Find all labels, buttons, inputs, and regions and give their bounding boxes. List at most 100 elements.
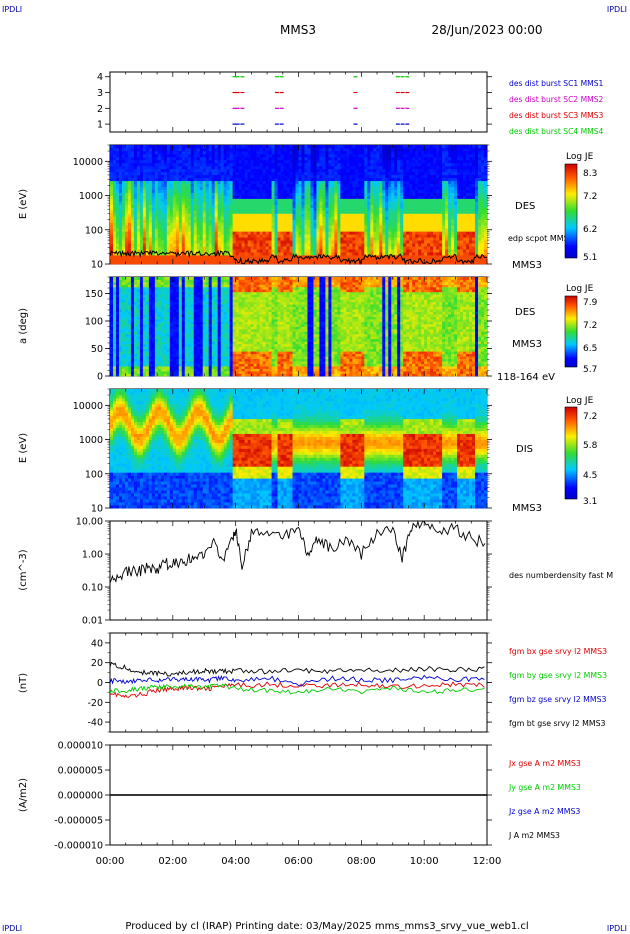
spectrogram-cell xyxy=(178,159,183,164)
spectrogram-cell xyxy=(289,246,293,250)
spectrogram-cell xyxy=(304,168,308,173)
spectrogram-cell xyxy=(118,234,123,238)
spectrogram-cell xyxy=(148,222,153,226)
spectrogram-cell xyxy=(115,150,120,155)
spectrogram-cell xyxy=(349,255,353,259)
spectrogram-cell xyxy=(442,153,446,158)
spectrogram-cell xyxy=(124,177,129,182)
spectrogram-cell xyxy=(355,177,359,182)
spectrogram-cell xyxy=(370,165,374,170)
spectrogram-cell xyxy=(208,222,213,226)
spectrogram-cell xyxy=(361,180,365,185)
spectrogram-cell xyxy=(445,168,449,173)
spectrogram-cell xyxy=(292,159,296,164)
spectrogram-cell xyxy=(148,174,153,179)
spectrogram-cell xyxy=(130,216,135,220)
spectrogram-cell xyxy=(421,198,425,202)
spectrogram-cell xyxy=(301,150,305,155)
spectrogram-cell xyxy=(412,186,416,190)
spectrogram-cell xyxy=(244,255,248,259)
spectrogram-cell xyxy=(283,246,287,250)
spectrogram-cell xyxy=(205,171,210,176)
spectrogram-cell xyxy=(190,237,195,241)
spectrogram-cell xyxy=(466,156,470,161)
spectrogram-cell xyxy=(184,246,189,250)
spectrogram-cell xyxy=(259,216,263,220)
spectrogram-cell xyxy=(160,171,165,176)
spectrogram-cell xyxy=(253,222,257,226)
spectrogram-cell xyxy=(178,186,183,190)
spectrogram-cell xyxy=(274,186,278,190)
spectrogram-cell xyxy=(310,168,314,173)
spectrogram-cell xyxy=(436,243,440,247)
spectrogram-cell xyxy=(382,207,386,211)
spectrogram-cell xyxy=(247,165,251,170)
spectrogram-cell xyxy=(343,252,347,256)
spectrogram-cell xyxy=(139,177,144,182)
spectrogram-cell xyxy=(349,231,353,235)
spectrogram-cell xyxy=(427,240,431,244)
spectrogram-cell xyxy=(238,252,242,256)
spectrogram-cell xyxy=(382,156,386,161)
spectrogram-cell xyxy=(184,243,189,247)
spectrogram-cell xyxy=(472,255,476,259)
spectrogram-cell xyxy=(298,219,302,223)
spectrogram-cell xyxy=(229,219,234,223)
spectrogram-cell xyxy=(316,234,320,238)
spectrogram-cell xyxy=(403,192,407,196)
spectrogram-cell xyxy=(466,177,470,182)
spectrogram-cell xyxy=(397,186,401,190)
spectrogram-cell xyxy=(439,213,443,217)
spectrogram-cell xyxy=(163,162,168,167)
spectrogram-cell xyxy=(358,168,362,173)
spectrogram-cell xyxy=(124,231,129,235)
spectrogram-cell xyxy=(403,195,407,199)
spectrogram-cell xyxy=(301,147,305,152)
spectrogram-cell xyxy=(379,171,383,176)
spectrogram-cell xyxy=(241,150,245,155)
spectrogram-cell xyxy=(406,240,410,244)
spectrogram-cell xyxy=(163,213,168,217)
spectrogram-cell xyxy=(214,183,219,188)
spectrogram-cell xyxy=(115,213,120,217)
spectrogram-cell xyxy=(292,228,296,232)
spectrogram-cell xyxy=(289,198,293,202)
spectrogram-cell xyxy=(139,258,144,262)
spectrogram-cell xyxy=(175,147,180,152)
spectrogram-cell xyxy=(178,243,183,247)
spectrogram-cell xyxy=(400,162,404,167)
spectrogram-cell xyxy=(130,237,135,241)
spectrogram-cell xyxy=(127,207,132,211)
spectrogram-cell xyxy=(232,228,237,232)
spectrogram-cell xyxy=(463,246,467,250)
spectrogram-cell xyxy=(220,216,225,220)
spectrogram-cell xyxy=(271,153,275,158)
spectrogram-cell xyxy=(277,252,281,256)
spectrogram-cell xyxy=(259,201,263,205)
spectrogram-cell xyxy=(130,249,135,253)
spectrogram-cell xyxy=(394,228,398,232)
spectrogram-cell xyxy=(274,219,278,223)
spectrogram-cell xyxy=(364,228,368,232)
spectrogram-cell xyxy=(385,237,389,241)
spectrogram-cell xyxy=(289,237,293,241)
spectrogram-cell xyxy=(115,195,120,199)
spectrogram-cell xyxy=(307,228,311,232)
spectrogram-cell xyxy=(346,243,350,247)
spectrogram-cell xyxy=(115,198,120,202)
spectrogram-cell xyxy=(379,198,383,202)
spectrogram-cell xyxy=(421,249,425,253)
spectrogram-cell xyxy=(220,168,225,173)
spectrogram-cell xyxy=(202,255,207,259)
spectrogram-cell xyxy=(412,258,416,262)
spectrogram-cell xyxy=(403,147,407,152)
spectrogram-cell xyxy=(250,228,254,232)
spectrogram-cell xyxy=(469,162,473,167)
spectrogram-cell xyxy=(298,213,302,217)
spectrogram-cell xyxy=(151,234,156,238)
spectrogram-cell xyxy=(424,159,428,164)
spectrogram-cell xyxy=(379,162,383,167)
spectrogram-cell xyxy=(184,261,189,265)
spectrogram-cell xyxy=(442,219,446,223)
spectrogram-cell xyxy=(385,145,389,149)
